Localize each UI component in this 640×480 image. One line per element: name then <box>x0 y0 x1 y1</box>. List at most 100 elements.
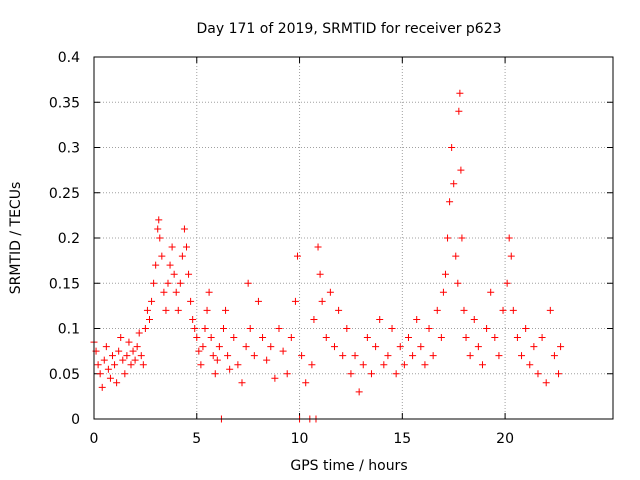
data-point <box>137 352 145 360</box>
data-point <box>363 334 371 342</box>
data-point <box>102 343 110 351</box>
data-point <box>298 352 306 360</box>
data-point <box>409 352 417 360</box>
data-point <box>170 270 178 278</box>
data-point <box>207 334 215 342</box>
data-point <box>111 361 119 369</box>
data-point <box>164 279 172 287</box>
data-point <box>191 325 199 332</box>
data-point <box>108 352 116 360</box>
data-point <box>100 356 108 364</box>
plot-frame <box>93 56 614 420</box>
data-point <box>224 352 232 360</box>
data-point <box>150 279 158 287</box>
data-point <box>121 370 129 378</box>
data-point <box>376 315 384 323</box>
data-point <box>230 334 238 342</box>
data-point <box>546 306 554 314</box>
data-point <box>152 261 160 269</box>
data-point <box>279 347 287 355</box>
data-point <box>209 352 217 360</box>
data-point <box>135 329 143 337</box>
data-point <box>201 325 209 332</box>
data-point <box>267 343 275 351</box>
data-point <box>119 356 127 364</box>
data-point <box>293 252 301 260</box>
data-point <box>474 343 482 351</box>
data-point <box>318 297 326 305</box>
data-point <box>483 325 491 332</box>
data-point <box>555 370 563 378</box>
data-point <box>148 297 156 305</box>
data-point <box>246 325 254 332</box>
data-point <box>238 379 246 387</box>
data-point <box>195 347 203 355</box>
data-point <box>446 198 454 206</box>
x-tick-label: 10 <box>291 431 309 447</box>
data-point <box>176 279 184 287</box>
data-point <box>166 261 174 269</box>
data-point <box>96 370 104 378</box>
data-point <box>330 343 338 351</box>
chart-title: Day 171 of 2019, SRMTID for receiver p62… <box>196 21 501 37</box>
data-point <box>123 352 131 360</box>
data-point <box>503 279 511 287</box>
y-tick-label: 0.35 <box>49 95 80 111</box>
data-point <box>168 243 176 251</box>
data-point <box>343 325 351 332</box>
data-point <box>499 306 507 314</box>
data-point <box>359 361 367 369</box>
data-point <box>129 347 137 355</box>
data-point <box>470 315 478 323</box>
data-point <box>222 306 230 314</box>
x-tick-label: 0 <box>90 431 99 447</box>
data-point <box>437 334 445 342</box>
data-point <box>462 334 470 342</box>
data-point <box>259 334 267 342</box>
data-point <box>433 306 441 314</box>
data-point <box>125 338 133 346</box>
data-point <box>271 374 279 382</box>
data-point <box>160 288 168 296</box>
data-point <box>155 216 163 224</box>
data-point <box>455 107 463 115</box>
x-axis-label: GPS time / hours <box>290 458 407 474</box>
data-point <box>522 325 530 332</box>
data-point <box>213 356 221 364</box>
data-point <box>180 225 188 233</box>
data-point <box>287 334 295 342</box>
data-point <box>127 361 135 369</box>
data-point <box>215 343 223 351</box>
data-point <box>392 370 400 378</box>
data-point <box>355 388 363 396</box>
data-point <box>450 180 458 188</box>
data-point <box>413 315 421 323</box>
y-tick-label: 0.2 <box>58 231 80 247</box>
data-point <box>441 270 449 278</box>
data-point <box>182 243 190 251</box>
data-point <box>542 379 550 387</box>
data-point <box>193 334 201 342</box>
y-tick-label: 0.25 <box>49 186 80 202</box>
data-point <box>283 370 291 378</box>
data-point <box>172 288 180 296</box>
data-point <box>104 365 112 373</box>
data-point <box>113 379 121 387</box>
data-point <box>302 379 310 387</box>
data-point <box>487 288 495 296</box>
data-point <box>457 166 465 174</box>
data-point <box>263 356 271 364</box>
data-point <box>174 306 182 314</box>
data-point <box>250 352 258 360</box>
data-point <box>400 361 408 369</box>
data-point <box>454 279 462 287</box>
data-point <box>211 370 219 378</box>
data-point <box>380 361 388 369</box>
data-point <box>372 343 380 351</box>
y-tick-label: 0.15 <box>49 276 80 292</box>
data-point <box>534 370 542 378</box>
data-point <box>131 356 139 364</box>
data-point <box>242 343 250 351</box>
data-point <box>197 361 205 369</box>
data-point <box>339 352 347 360</box>
